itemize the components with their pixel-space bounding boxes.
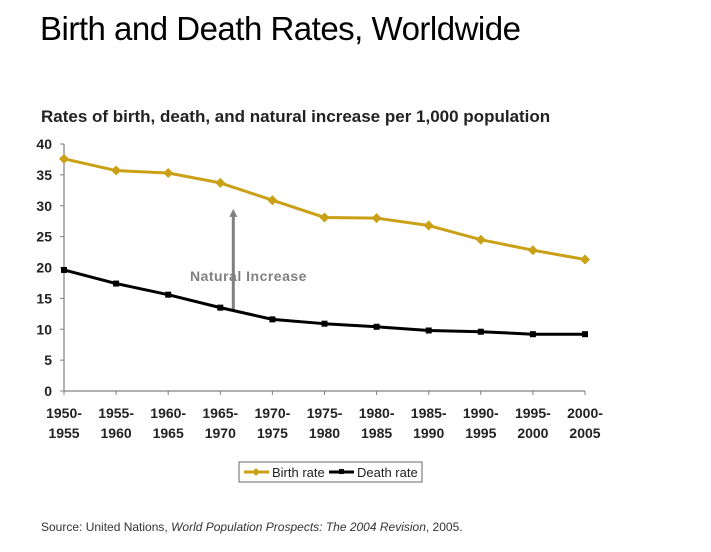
y-tick-label: 40 [36,136,52,152]
birth-rate-point [111,165,122,176]
birth-rate-point [527,245,538,256]
y-tick-label: 20 [36,260,52,276]
x-tick-label: 1965 [153,425,184,441]
slide-title: Birth and Death Rates, Worldwide [40,10,521,47]
x-tick-label: 1970 [205,425,236,441]
birth-rate-point [423,220,434,231]
x-tick-label: 2000 [517,425,548,441]
birth-rate-point [580,254,590,265]
x-tick-label: 2005 [569,425,600,441]
x-tick-label: 1990 [413,425,444,441]
y-tick-label: 0 [44,383,52,399]
y-tick-label: 35 [36,167,52,183]
legend-label: Birth rate [272,465,325,480]
arrow-head [229,208,238,217]
x-tick-label: 1960- [150,405,186,421]
birth-rate-point [371,213,382,224]
x-tick-label: 1975 [257,425,288,441]
source-title: World Population Prospects: The 2004 Rev… [171,520,426,534]
x-tick-label: 1965- [202,405,238,421]
y-tick-label: 5 [44,352,52,368]
death-rate-point [321,320,328,327]
birth-rate-point [475,234,486,245]
death-rate-point [529,331,536,338]
x-tick-label: 1995 [465,425,496,441]
x-tick-label: 1955- [98,405,134,421]
x-tick-label: 2000- [567,405,603,421]
x-tick-label: 1955 [48,425,79,441]
birth-rate-point [59,153,69,164]
death-rate-point [425,327,432,334]
x-tick-label: 1990- [463,405,499,421]
y-tick-label: 30 [36,198,52,214]
x-tick-label: 1960 [101,425,132,441]
birth-rate-point [163,168,174,179]
x-tick-label: 1950- [46,405,82,421]
chart-title: Rates of birth, death, and natural incre… [41,107,551,126]
annotation-label: Natural Increase [190,268,307,284]
y-tick-label: 25 [36,229,52,245]
birth-rate-point [319,212,330,223]
x-tick-label: 1985 [361,425,392,441]
death-rate-point [61,266,67,273]
y-tick-label: 15 [36,290,52,306]
source-suffix: , 2005. [425,520,463,534]
legend-marker [339,469,344,474]
source-note: Source: United Nations, World Population… [41,520,463,534]
legend-label: Death rate [357,465,418,480]
y-tick-label: 10 [36,321,52,337]
death-rate-point [373,323,380,330]
birth-rate-point [267,195,278,206]
death-rate-point [477,328,484,335]
birth-rate-point [215,177,226,188]
death-rate-point [582,331,588,338]
x-tick-label: 1980- [359,405,395,421]
x-tick-label: 1975- [307,405,343,421]
x-tick-label: 1995- [515,405,551,421]
series-line-birth [63,157,586,261]
x-tick-label: 1970- [254,405,290,421]
death-rate-point [217,304,224,311]
legend-marker [252,468,260,476]
death-rate-point [113,280,120,287]
x-tick-label: 1980 [309,425,340,441]
death-rate-point [165,291,172,298]
death-rate-point [269,316,276,323]
x-tick-label: 1985- [411,405,447,421]
source-prefix: Source: United Nations, [41,520,172,534]
